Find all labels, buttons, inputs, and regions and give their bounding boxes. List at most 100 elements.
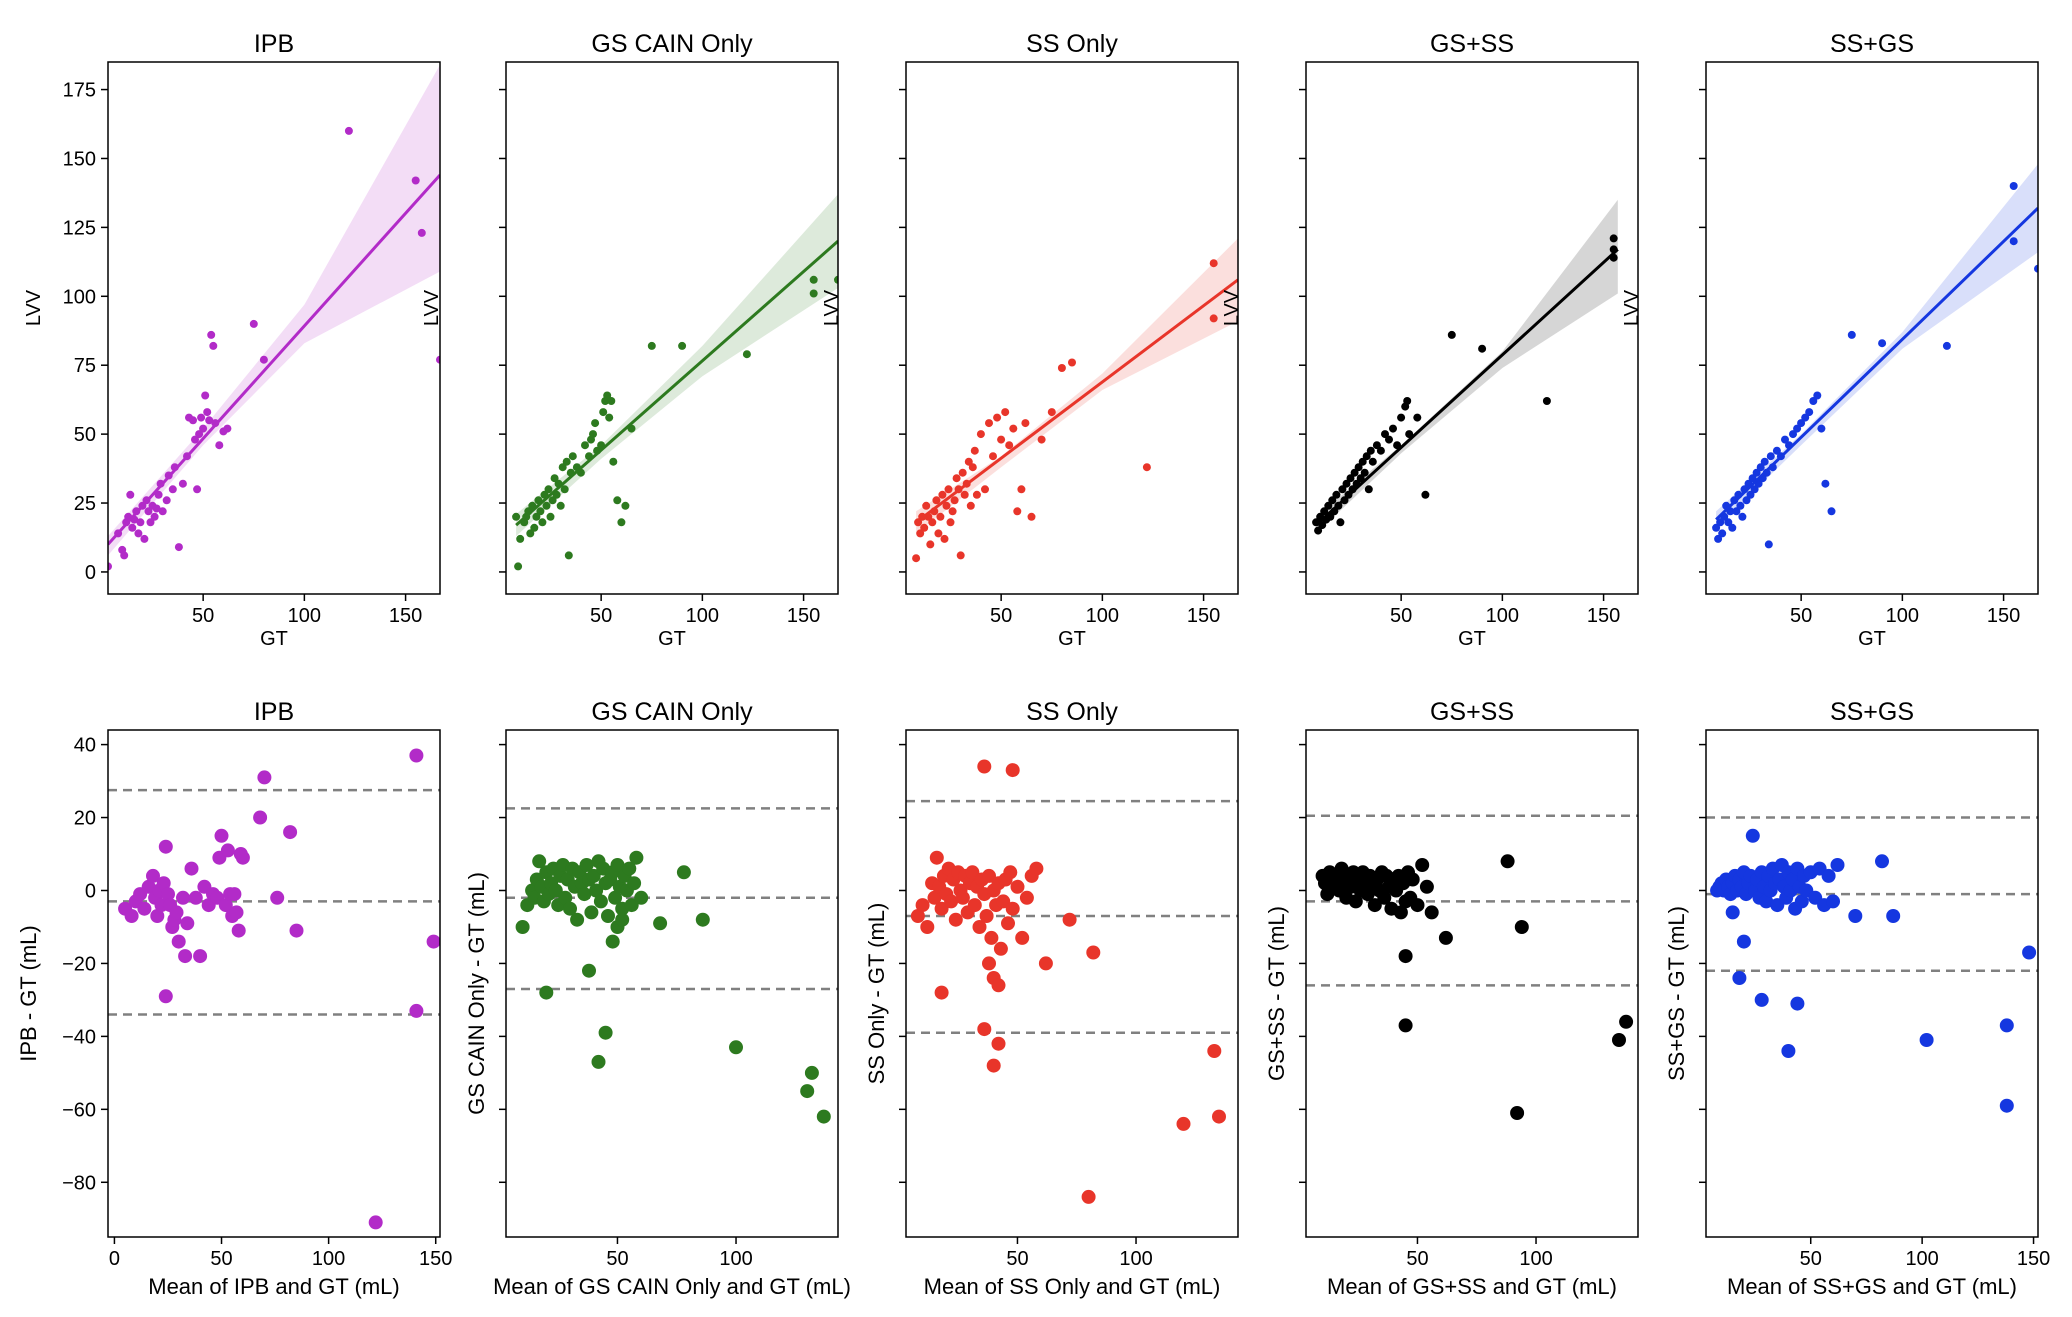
data-point [1847, 330, 1856, 339]
plot-area [1306, 814, 1638, 1120]
panel-reg-gsss: GS+SS 50 100 150 GT LVV [1221, 30, 1639, 650]
data-point [804, 1065, 819, 1080]
data-point [169, 905, 184, 920]
data-point [515, 920, 530, 934]
data-point [1756, 463, 1765, 472]
data-point [249, 319, 258, 328]
data-point [1372, 441, 1381, 450]
plot-area [912, 238, 1238, 563]
panel-title: GS CAIN Only [591, 698, 753, 726]
x-tick-label: 150 [1587, 605, 1620, 627]
data-point [584, 905, 599, 920]
x-tick-label: 50 [1390, 605, 1412, 627]
data-point [220, 843, 235, 858]
panel-title: SS+GS [1830, 698, 1914, 726]
panel-title: GS+SS [1430, 30, 1514, 58]
x-tick-label: 100 [719, 1248, 752, 1270]
data-point [289, 923, 304, 938]
plot-area [1706, 816, 2038, 1113]
data-point [910, 909, 925, 923]
data-point [1801, 413, 1810, 422]
data-point [512, 512, 521, 521]
y-tick-label: 175 [63, 80, 96, 102]
data-point [942, 501, 951, 510]
data-point [1766, 452, 1775, 461]
data-point [564, 551, 573, 560]
panel-title: SS+GS [1830, 30, 1914, 58]
data-point [214, 828, 229, 843]
confidence-band [1716, 164, 2038, 528]
data-point [1421, 490, 1430, 499]
data-point [1826, 894, 1840, 909]
y-tick-label: −80 [62, 1172, 96, 1194]
data-point [1542, 397, 1551, 405]
y-tick-label: 0 [85, 562, 96, 584]
axes-frame [1305, 729, 1639, 1238]
data-point [417, 228, 426, 237]
data-point [168, 485, 177, 494]
fit-line [915, 278, 1238, 524]
y-tick-label: 100 [63, 286, 96, 308]
x-axis-label: Mean of IPB and GT (mL) [148, 1274, 399, 1299]
x-axis-label: Mean of GS+SS and GT (mL) [1327, 1274, 1617, 1299]
data-point [1062, 912, 1077, 927]
data-point [1005, 763, 1020, 778]
data-point [2022, 945, 2037, 960]
data-point [977, 759, 992, 774]
data-point [1377, 890, 1392, 905]
data-point [617, 518, 626, 527]
data-point [1005, 901, 1020, 916]
data-point [1027, 512, 1036, 521]
data-point [926, 540, 935, 549]
data-point [809, 275, 818, 284]
data-point [816, 1109, 831, 1124]
panel-title: SS Only [1026, 30, 1118, 58]
data-point [570, 912, 585, 927]
panel-ba-ss: SS Only 50 100 Mean of SS Only and GT (mL) S… [864, 698, 1239, 1299]
y-tick-label: 75 [74, 355, 96, 377]
x-tick-label: 50 [1406, 1248, 1428, 1270]
data-point [1086, 945, 1101, 960]
data-point [1142, 463, 1151, 472]
plot-area [1312, 199, 1619, 535]
data-point [1005, 441, 1014, 450]
data-point [1746, 490, 1755, 499]
data-point [678, 341, 687, 350]
data-point [1750, 485, 1759, 494]
data-point [1367, 898, 1382, 913]
data-point [1021, 419, 1030, 428]
x-axis-label: GT [1458, 628, 1486, 650]
data-point [946, 518, 955, 527]
data-point [1368, 457, 1377, 466]
data-point [1781, 435, 1789, 444]
data-point [1364, 485, 1373, 494]
data-point [1999, 1018, 2014, 1033]
data-point [1999, 1098, 2014, 1113]
data-point [985, 419, 993, 428]
data-point [1794, 894, 1809, 909]
data-point [562, 457, 571, 466]
axes-frame [107, 61, 441, 595]
data-point [586, 868, 601, 883]
data-point [609, 457, 618, 466]
data-point [1438, 930, 1453, 945]
data-point [1358, 457, 1367, 466]
data-point [542, 501, 551, 510]
data-point [550, 474, 559, 483]
data-point [1764, 540, 1773, 549]
data-point [944, 485, 953, 494]
data-point [546, 512, 555, 521]
data-point [227, 887, 242, 902]
data-point [235, 850, 250, 865]
data-point [1821, 479, 1830, 488]
data-point [608, 890, 623, 905]
data-point [1385, 435, 1393, 444]
data-point [1001, 916, 1015, 931]
data-point [526, 529, 535, 538]
data-point [1405, 872, 1420, 887]
data-point [1781, 1044, 1796, 1058]
y-axis-label: GS CAIN Only - GT (mL) [464, 872, 489, 1115]
data-point [997, 435, 1006, 444]
